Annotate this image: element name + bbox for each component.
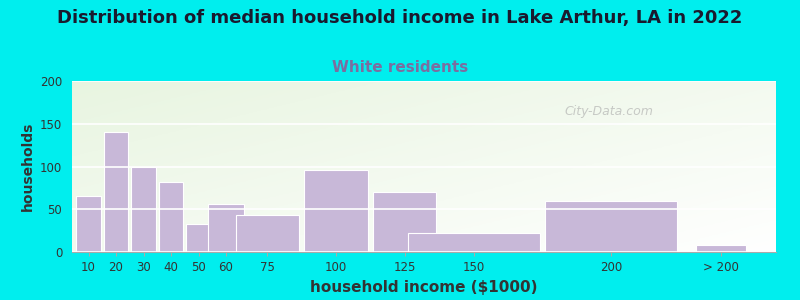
Bar: [131, 167, 156, 252]
Bar: [696, 245, 746, 252]
Bar: [186, 224, 211, 252]
Bar: [304, 170, 368, 252]
Bar: [76, 196, 101, 252]
Text: City-Data.com: City-Data.com: [565, 105, 654, 118]
Bar: [545, 201, 677, 252]
Bar: [236, 215, 299, 252]
Bar: [407, 233, 539, 252]
Text: Distribution of median household income in Lake Arthur, LA in 2022: Distribution of median household income …: [58, 9, 742, 27]
Text: White residents: White residents: [332, 60, 468, 75]
Bar: [373, 192, 436, 252]
Bar: [208, 204, 244, 252]
Bar: [158, 182, 183, 252]
X-axis label: household income ($1000): household income ($1000): [310, 280, 538, 295]
Y-axis label: households: households: [21, 122, 34, 211]
Bar: [104, 132, 128, 252]
